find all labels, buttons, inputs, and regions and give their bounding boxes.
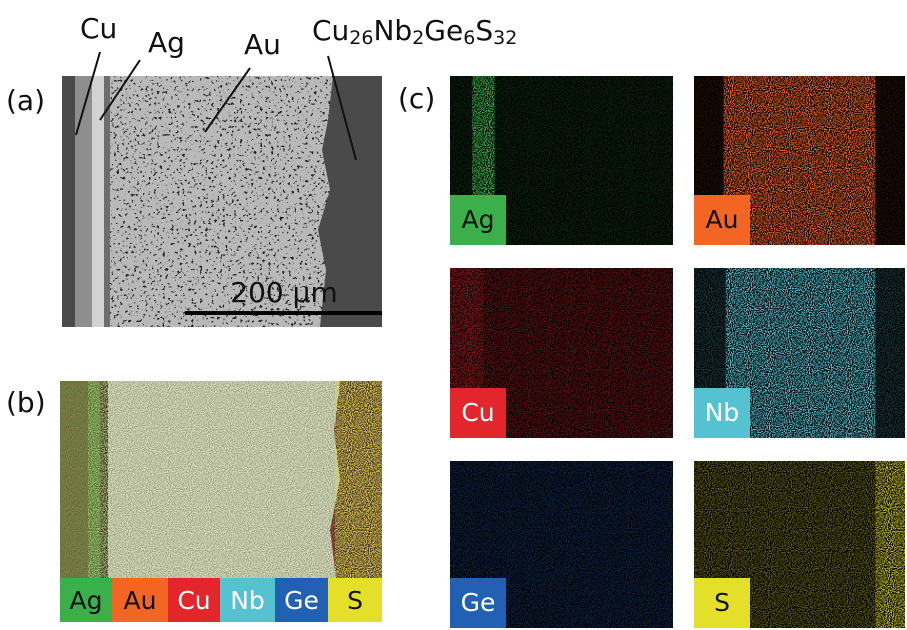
figure: (a) Cu Ag Au Cu26Nb2Ge6S32 200 µm (b) Ag… [0, 0, 907, 630]
callout-label: Au [244, 28, 281, 61]
element-map: Nb [694, 268, 905, 438]
formula-subscript: 6 [463, 27, 475, 49]
element-map: Ge [450, 461, 673, 628]
scale-bar-label: 200 µm [230, 276, 337, 309]
map-signal [875, 76, 905, 245]
element-map: Cu [450, 268, 673, 438]
legend-label: Ge [284, 586, 319, 615]
map-label: S [714, 588, 730, 617]
callout-label: Cu [80, 12, 117, 45]
legend: Ag Au Cu Nb Ge S [60, 578, 382, 622]
map-label: Ag [462, 205, 495, 234]
legend-label: Ag [70, 586, 103, 615]
formula-element: Nb [373, 14, 412, 47]
formula-subscript: 2 [412, 27, 424, 49]
formula-label: Cu26Nb2Ge6S32 [312, 14, 517, 49]
map-signal [875, 461, 905, 628]
map-label: Ge [461, 588, 496, 617]
panel-label: (c) [398, 82, 435, 115]
formula-subscript: 26 [349, 27, 373, 49]
legend-label: S [347, 586, 363, 615]
map-label: Au [706, 205, 739, 234]
legend-label: Cu [177, 586, 210, 615]
map-label: Nb [705, 398, 740, 427]
map-signal [875, 268, 905, 438]
formula-element: Cu [312, 14, 349, 47]
callout-label: Ag [148, 26, 185, 59]
element-map: Au [694, 76, 905, 245]
panel-label: (a) [6, 84, 45, 117]
legend-label: Au [124, 586, 157, 615]
formula-element: Ge [424, 14, 463, 47]
element-map: S [694, 461, 905, 628]
map-label: Cu [461, 398, 494, 427]
formula-subscript: 32 [493, 27, 517, 49]
legend-label: Nb [230, 586, 265, 615]
element-maps: Ag Au Cu Nb Ge S [450, 76, 905, 628]
panel-label: (b) [6, 386, 46, 419]
element-map: Ag [450, 76, 673, 245]
formula-element: S [475, 14, 493, 47]
